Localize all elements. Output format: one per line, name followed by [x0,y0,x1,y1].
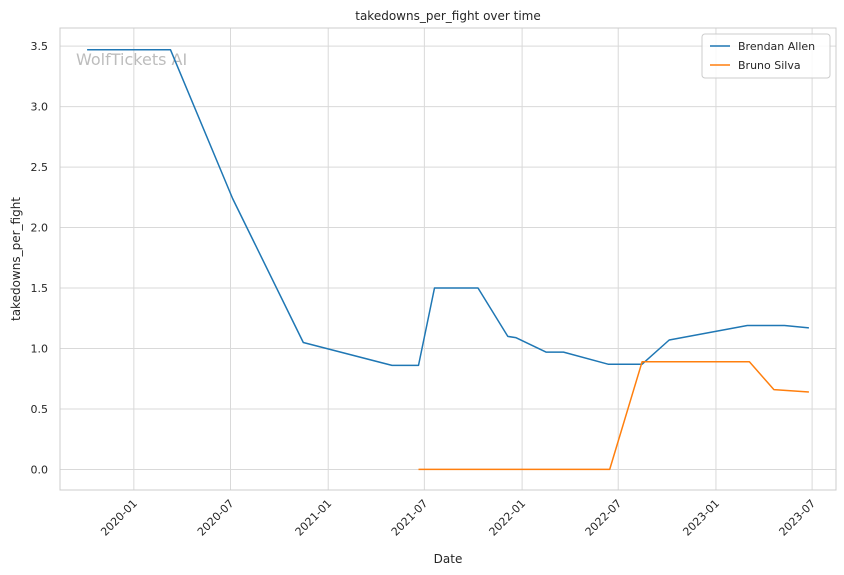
legend-label: Brendan Allen [738,40,815,53]
y-tick-label: 1.0 [31,342,49,355]
y-tick-label: 3.5 [31,40,49,53]
grid [60,28,836,490]
y-axis-title: takedowns_per_fight [9,197,23,321]
x-axis-title: Date [434,552,463,566]
legend: Brendan Allen Bruno Silva [701,33,831,79]
series-line-2 [418,361,809,471]
y-tick-label: 2.0 [31,222,49,235]
chart-title: takedowns_per_fight over time [355,9,541,23]
watermark: WolfTickets AI [76,50,187,69]
legend-label: Bruno Silva [738,59,801,72]
y-tick-label: 3.0 [31,101,49,114]
y-tick-label: 0.0 [31,463,49,476]
plot-frame [59,27,837,491]
series-layer [87,49,809,471]
y-tick-label: 0.5 [31,403,49,416]
y-tick-label: 2.5 [31,161,49,174]
series-line-1 [87,49,809,367]
y-tick-label: 1.5 [31,282,49,295]
legend-box [701,33,831,79]
y-axis-ticks: 0.0 0.5 1.0 1.5 2.0 2.5 3.0 3.5 [31,40,49,476]
